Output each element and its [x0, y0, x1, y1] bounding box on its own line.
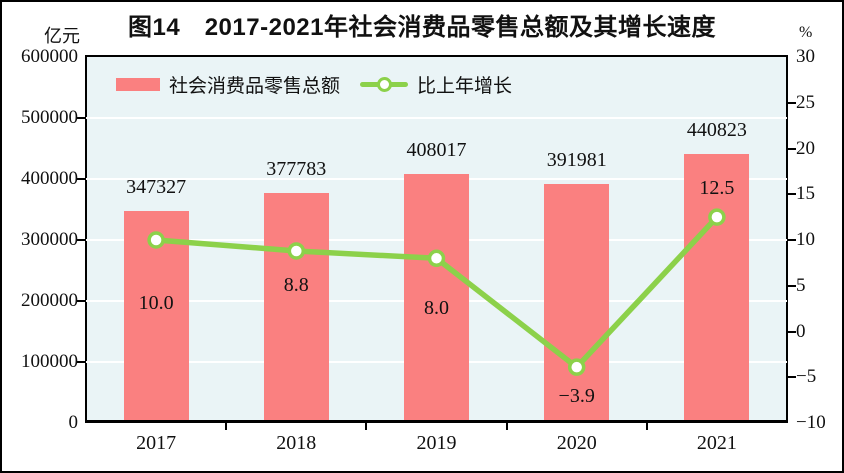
right-axis-tick [787, 147, 796, 150]
left-axis-tick-label: 600000 [21, 46, 78, 67]
left-axis-unit: 亿元 [44, 26, 80, 46]
line-value-label: 8.0 [424, 297, 449, 320]
line-marker-2018 [287, 242, 306, 260]
line-marker-icon [376, 76, 392, 92]
line-value-label: 12.5 [699, 177, 735, 200]
x-axis-category-label: 2020 [556, 432, 597, 454]
left-axis-tick [77, 178, 86, 180]
line-marker-2017 [147, 231, 165, 249]
left-axis-tick-label: 400000 [21, 168, 78, 189]
bar-series-legend-swatch [116, 77, 160, 91]
bar-value-label: 440823 [686, 119, 747, 142]
right-axis-tick-label: 15 [796, 183, 815, 205]
x-axis-category-label: 2019 [416, 432, 457, 454]
right-axis-tick-label: 30 [796, 46, 815, 67]
right-axis-tick [787, 376, 796, 379]
bar-series-legend-label: 社会消费品零售总额 [169, 75, 341, 97]
left-axis-tick-label: 300000 [21, 229, 78, 250]
line-value-label: −3.9 [558, 385, 595, 408]
chart-title: 图14 2017-2021年社会消费品零售总额及其增长速度 [128, 14, 716, 41]
right-axis-unit: % [799, 24, 813, 41]
right-axis-tick-label: −10 [796, 412, 826, 433]
x-axis-category-label: 2021 [696, 432, 737, 454]
x-axis-tick [365, 423, 368, 430]
right-axis-tick-label: 0 [796, 320, 806, 342]
x-axis-category-label: 2018 [276, 432, 317, 454]
bar-2020 [544, 183, 610, 423]
bar-value-label: 408017 [406, 139, 467, 162]
line-marker-2021 [708, 208, 726, 226]
right-axis-tick [787, 101, 796, 104]
right-axis-tick-label: 20 [796, 137, 815, 159]
left-axis-tick-label: 0 [68, 412, 79, 433]
x-axis-line [86, 420, 787, 423]
right-axis-tick [787, 330, 796, 333]
line-series-legend-sample [360, 76, 409, 92]
bar-2019 [404, 174, 469, 423]
x-axis-category-label: 2017 [136, 432, 177, 454]
right-axis-tick [787, 193, 796, 196]
x-axis-tick [225, 423, 228, 430]
line-value-label: 10.0 [138, 292, 174, 314]
legend: 社会消费品零售总额 比上年增长 [116, 73, 513, 97]
bar-2021 [684, 154, 750, 423]
x-axis-tick [645, 423, 648, 430]
line-value-label: 8.8 [283, 273, 309, 296]
right-axis-tick-label: 5 [796, 274, 806, 296]
right-axis-tick [787, 284, 796, 287]
bar-value-label: 347327 [126, 176, 187, 199]
left-axis-tick [77, 300, 86, 302]
left-axis-tick [77, 361, 86, 363]
line-marker-2019 [427, 249, 446, 268]
bar-value-label: 391981 [546, 148, 607, 171]
line-marker-2020 [567, 358, 586, 376]
left-axis-tick-label: 200000 [21, 290, 78, 311]
line-series-legend-label: 比上年增长 [417, 75, 513, 97]
right-axis-tick-label: 25 [796, 91, 815, 113]
x-axis-tick [505, 423, 508, 430]
gridline [86, 117, 787, 119]
bar-value-label: 377783 [266, 157, 327, 180]
left-axis-tick-label: 500000 [21, 107, 78, 128]
left-axis-tick-label: 100000 [21, 351, 78, 372]
left-axis-tick [77, 117, 86, 119]
left-axis-tick [77, 239, 86, 241]
growth-line [155, 215, 719, 370]
right-axis-tick-label: −5 [796, 366, 817, 388]
right-axis-tick [787, 239, 796, 241]
growth-line-plot [147, 208, 726, 376]
bar-2018 [263, 192, 329, 423]
right-axis-tick-label: 10 [796, 229, 815, 250]
